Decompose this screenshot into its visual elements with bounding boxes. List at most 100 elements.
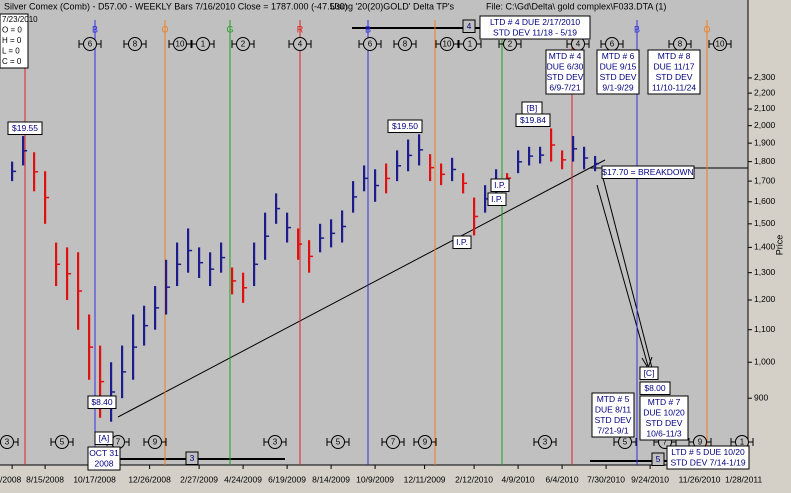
annotation-text: STD DEV 7/14-1/19 bbox=[670, 457, 745, 467]
cycle-number: 10 bbox=[716, 40, 725, 49]
info-line: L = 0 bbox=[2, 47, 20, 56]
annotation-box bbox=[452, 235, 472, 249]
annotation-box bbox=[87, 395, 117, 409]
info-box bbox=[0, 13, 29, 69]
projection-arrow bbox=[596, 184, 649, 367]
chart-title: Silver Comex (Comb) - D57.00 - WEEKLY Ba… bbox=[4, 1, 348, 11]
annotation-text: STD DEV 11/18 - 5/19 bbox=[493, 27, 577, 37]
annotation-box bbox=[666, 445, 750, 470]
cycle-letter: O bbox=[161, 24, 168, 34]
y-tick-label: 1,100 bbox=[754, 324, 776, 334]
annotation-text: STD DEV bbox=[600, 72, 637, 82]
info-line: 7/23/2010 bbox=[2, 15, 38, 24]
annotation-text: I.P. bbox=[494, 180, 506, 190]
cycle-circle bbox=[268, 435, 282, 449]
cycle-number: 2 bbox=[241, 40, 246, 49]
y-tick-label: 2,000 bbox=[754, 120, 776, 130]
x-tick-label: 10/9/2009 bbox=[356, 474, 394, 484]
cycle-number: 5 bbox=[60, 438, 65, 447]
cycle-circle bbox=[0, 435, 14, 449]
annotation-text: MTD # 5 bbox=[597, 394, 630, 404]
x-tick-label: 6/19/2009 bbox=[268, 474, 306, 484]
cycle-letter: R bbox=[297, 24, 304, 34]
annotation-text: STD DEV bbox=[646, 418, 683, 428]
annotation-box bbox=[647, 49, 701, 95]
annotation-text: 10/6-11/3 bbox=[646, 428, 682, 438]
x-tick-label: 4/9/2010 bbox=[502, 474, 535, 484]
annotation-text: DUE 9/15 bbox=[600, 61, 637, 71]
annotation-text: 2008 bbox=[95, 458, 114, 468]
annotation-text: [A] bbox=[99, 433, 109, 443]
x-tick-label: 12/11/2009 bbox=[404, 474, 446, 484]
cycle-circle bbox=[173, 37, 187, 51]
cycle-number: 1 bbox=[468, 40, 473, 49]
annotation-text: 3 bbox=[190, 453, 195, 463]
y-tick-label: 1,500 bbox=[754, 218, 776, 228]
cycle-number: 5 bbox=[336, 438, 341, 447]
cycle-number: 4 bbox=[576, 40, 581, 49]
annotation-box bbox=[479, 15, 591, 40]
annotation-box bbox=[462, 19, 476, 33]
annotation-text: [B] bbox=[527, 103, 537, 113]
cycle-number: 9 bbox=[423, 438, 428, 447]
info-line: C = 0 bbox=[2, 57, 22, 66]
annotation-text: LTD # 5 DUE 10/20 bbox=[671, 447, 745, 457]
y-tick-label: 1,900 bbox=[754, 137, 776, 147]
cycle-letter: B bbox=[92, 24, 98, 34]
annotation-box bbox=[185, 451, 199, 465]
cycle-circle bbox=[538, 435, 552, 449]
cycle-circle bbox=[83, 37, 97, 51]
cycle-circle bbox=[363, 37, 377, 51]
annotation-text: MTD # 7 bbox=[648, 397, 681, 407]
annotation-text: DUE 10/20 bbox=[643, 407, 685, 417]
annotation-box bbox=[639, 395, 689, 441]
annotation-text: STD DEV bbox=[595, 415, 632, 425]
x-tick-label: 7/30/2010 bbox=[587, 474, 625, 484]
info-line: O = 0 bbox=[2, 26, 22, 35]
annotation-box bbox=[487, 192, 507, 206]
cycle-circle bbox=[398, 37, 412, 51]
x-tick-label: 8/14/2009 bbox=[312, 474, 350, 484]
annotation-text: $19.84 bbox=[520, 115, 546, 125]
annotation-text: 11/10-11/24 bbox=[652, 82, 696, 92]
trend-line bbox=[117, 159, 606, 418]
x-tick-label: 10/17/2008 bbox=[73, 474, 116, 484]
annotation-text: I.P. bbox=[491, 194, 503, 204]
annotation-box bbox=[596, 49, 640, 95]
cycle-circle bbox=[196, 37, 210, 51]
annotation-box bbox=[639, 366, 659, 380]
annotation-box bbox=[87, 446, 121, 471]
annotation-box bbox=[639, 381, 671, 395]
cycle-number: 3 bbox=[543, 438, 548, 447]
annotation-text: 5 bbox=[656, 454, 661, 464]
annotation-text: LTD # 4 DUE 2/17/2010 bbox=[490, 17, 580, 27]
cycle-circle bbox=[148, 435, 162, 449]
annotation-text: 6/9-7/21 bbox=[549, 82, 580, 92]
y-tick-label: 1,600 bbox=[754, 196, 776, 206]
annotation-box bbox=[94, 431, 114, 445]
cycle-number: 1 bbox=[201, 40, 206, 49]
cycle-circle bbox=[128, 37, 142, 51]
annotation-text: $19.50 bbox=[392, 121, 418, 131]
cycle-number: 3 bbox=[273, 438, 278, 447]
cycle-letter: G bbox=[226, 24, 233, 34]
cycle-circle bbox=[55, 435, 69, 449]
annotation-text: STD DEV bbox=[656, 72, 693, 82]
cycle-number: 8 bbox=[403, 40, 408, 49]
y-tick-label: 1,200 bbox=[754, 294, 776, 304]
annotation-text: $19.55 bbox=[12, 123, 38, 133]
annotation-text: $17.70 = BREAKDOWN bbox=[602, 167, 693, 177]
cycle-circle bbox=[236, 37, 250, 51]
x-tick-label: 9/24/2010 bbox=[631, 474, 669, 484]
y-tick-label: 2,200 bbox=[754, 87, 776, 97]
annotation-box bbox=[601, 165, 695, 179]
cycle-number: 1 bbox=[740, 438, 745, 447]
cycle-number: 5 bbox=[623, 438, 628, 447]
annotation-box bbox=[7, 121, 43, 135]
cycle-letter: B bbox=[365, 24, 371, 34]
x-tick-label: 12/26/2008 bbox=[128, 474, 171, 484]
x-tick-label: 4/24/2009 bbox=[224, 474, 262, 484]
annotation-text: 4 bbox=[467, 21, 472, 31]
y-tick-label: 1,400 bbox=[754, 242, 776, 252]
